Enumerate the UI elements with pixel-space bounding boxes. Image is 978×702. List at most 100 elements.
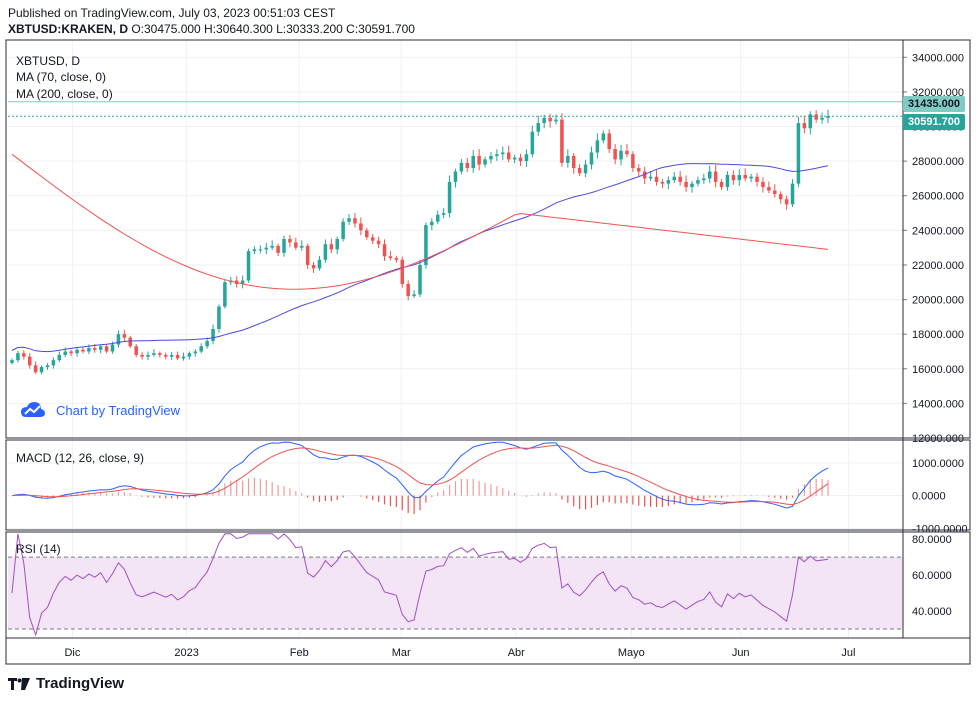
candle-body xyxy=(276,245,280,253)
macd-tick-label: 1000.0000 xyxy=(912,458,964,470)
tradingview-logo[interactable]: TradingView xyxy=(8,675,124,692)
candles xyxy=(10,109,830,375)
candle-body xyxy=(347,218,351,222)
candle-body xyxy=(69,351,73,354)
rsi-line xyxy=(11,533,829,637)
candle-body xyxy=(548,117,552,122)
candle-body xyxy=(654,176,659,182)
x-tick-label: Mar xyxy=(392,647,411,659)
candle-body xyxy=(27,356,32,366)
candle-body xyxy=(713,171,718,182)
x-tick-label: Mayo xyxy=(618,647,645,659)
candle-body xyxy=(341,221,345,239)
candle-body xyxy=(246,251,251,281)
y-tick-label: 28000.000 xyxy=(912,156,964,168)
candle-body xyxy=(294,242,298,248)
ma70-line xyxy=(11,163,829,353)
candle-body xyxy=(607,133,611,150)
candle-body xyxy=(465,162,470,169)
tv-logo-icon xyxy=(8,677,30,690)
y-tick-label: 22000.000 xyxy=(912,260,964,272)
candle-body xyxy=(719,181,724,188)
candle-body xyxy=(761,181,765,188)
candle-body xyxy=(394,258,399,260)
candle-body xyxy=(530,131,535,155)
candle-body xyxy=(820,117,824,120)
chart-watermark[interactable]: Chart by TradingView xyxy=(20,400,180,420)
ohlc-header: XBTUSD:KRAKEN, D O:30475.000 H:30640.300… xyxy=(8,22,415,36)
rsi-legend: RSI (14) xyxy=(16,542,61,556)
candle-body xyxy=(75,349,79,354)
symbol-label: XBTUSD:KRAKEN, D xyxy=(8,22,128,36)
pane-frames xyxy=(5,39,971,665)
ma200-line xyxy=(11,153,829,290)
candle-body xyxy=(524,154,529,162)
candle-body xyxy=(199,346,203,352)
last-price-box: 30591.700 xyxy=(903,114,965,130)
candle-body xyxy=(631,154,635,169)
candle-body xyxy=(619,150,623,160)
y-tick-label: 16000.000 xyxy=(912,364,964,376)
y-tick-label: 12000.000 xyxy=(912,433,964,445)
candle-body xyxy=(51,360,56,366)
candle-body xyxy=(696,180,700,184)
macd-signal-line xyxy=(11,444,829,506)
candle-body xyxy=(329,244,334,250)
macd-histogram xyxy=(17,477,829,515)
x-tick-label: Dic xyxy=(64,647,80,659)
x-tick-label: Feb xyxy=(290,647,309,659)
candle-body xyxy=(370,237,375,241)
candle-body xyxy=(10,360,14,363)
candle-body xyxy=(660,181,665,184)
candle-body xyxy=(33,365,38,373)
candle-body xyxy=(424,225,428,265)
y-tick-label: 14000.000 xyxy=(912,398,964,410)
candle-body xyxy=(737,174,742,181)
candle-body xyxy=(613,149,617,160)
candle-body xyxy=(501,152,505,155)
pane-border xyxy=(5,439,971,531)
rsi-tick-label: 60.0000 xyxy=(912,570,952,582)
candle-body xyxy=(648,176,653,179)
candle-body xyxy=(489,155,493,160)
candle-body xyxy=(536,123,541,132)
candle-body xyxy=(814,114,818,120)
candle-body xyxy=(252,249,257,252)
high-price-box: 31435.000 xyxy=(903,96,965,112)
candle-body xyxy=(441,213,446,215)
candle-body xyxy=(773,190,777,195)
candle-body xyxy=(672,176,677,181)
candle-body xyxy=(116,334,121,345)
grid xyxy=(8,40,903,638)
candle-body xyxy=(506,152,511,160)
rsi-band xyxy=(8,557,903,630)
candle-body xyxy=(335,239,339,250)
rsi-tick-label: 80.0000 xyxy=(912,534,952,546)
candle-body xyxy=(317,259,322,269)
candle-body xyxy=(826,116,830,118)
candle-body xyxy=(743,174,747,179)
candle-body xyxy=(595,140,600,153)
candle-body xyxy=(134,346,138,355)
candle-body xyxy=(796,123,801,184)
candle-body xyxy=(146,354,150,357)
x-tick-label: 2023 xyxy=(174,647,198,659)
candle-body xyxy=(258,249,263,251)
y-tick-label: 24000.000 xyxy=(912,225,964,237)
candle-body xyxy=(110,344,115,352)
macd-line xyxy=(11,441,829,509)
main-title: XBTUSD, D xyxy=(16,54,81,68)
candle-body xyxy=(435,214,440,222)
candle-body xyxy=(353,218,357,224)
candle-body xyxy=(554,119,558,122)
candle-body xyxy=(240,280,245,284)
y-tick-label: 26000.000 xyxy=(912,191,964,203)
macd-tick-label: 0.0000 xyxy=(912,491,946,503)
y-tick-label: 34000.000 xyxy=(912,52,964,64)
candle-body xyxy=(140,354,144,357)
candle-body xyxy=(264,247,269,250)
candle-body xyxy=(642,171,647,179)
candle-body xyxy=(666,180,671,184)
candle-body xyxy=(217,306,221,329)
